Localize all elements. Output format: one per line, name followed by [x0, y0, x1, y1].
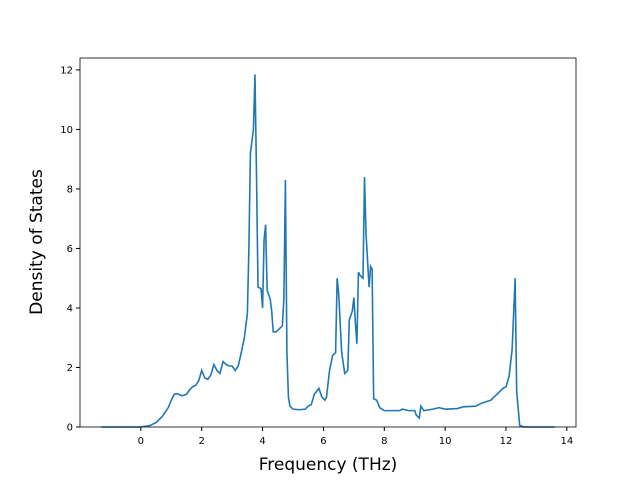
line — [101, 74, 555, 428]
y-tick-label: 10 — [60, 125, 73, 136]
y-axis-label: Density of States — [27, 169, 47, 315]
x-tick-label: 10 — [439, 436, 452, 447]
x-tick-label: 6 — [320, 436, 326, 447]
y-tick-label: 12 — [60, 65, 73, 76]
plot-frame — [79, 57, 577, 428]
x-tick-label: 8 — [381, 436, 387, 447]
x-tick-label: 14 — [561, 436, 574, 447]
x-tick-label: 2 — [199, 436, 205, 447]
x-axis-label: Frequency (THz) — [259, 455, 398, 475]
x-tick-label: 0 — [138, 436, 144, 447]
y-tick-label: 8 — [67, 184, 73, 195]
y-tick-label: 6 — [67, 244, 73, 255]
x-tick-label: 4 — [259, 436, 265, 447]
y-tick-label: 0 — [67, 423, 73, 434]
y-tick-label: 2 — [67, 363, 73, 374]
x-tick-label: 12 — [500, 436, 513, 447]
y-tick-label: 4 — [67, 303, 73, 314]
